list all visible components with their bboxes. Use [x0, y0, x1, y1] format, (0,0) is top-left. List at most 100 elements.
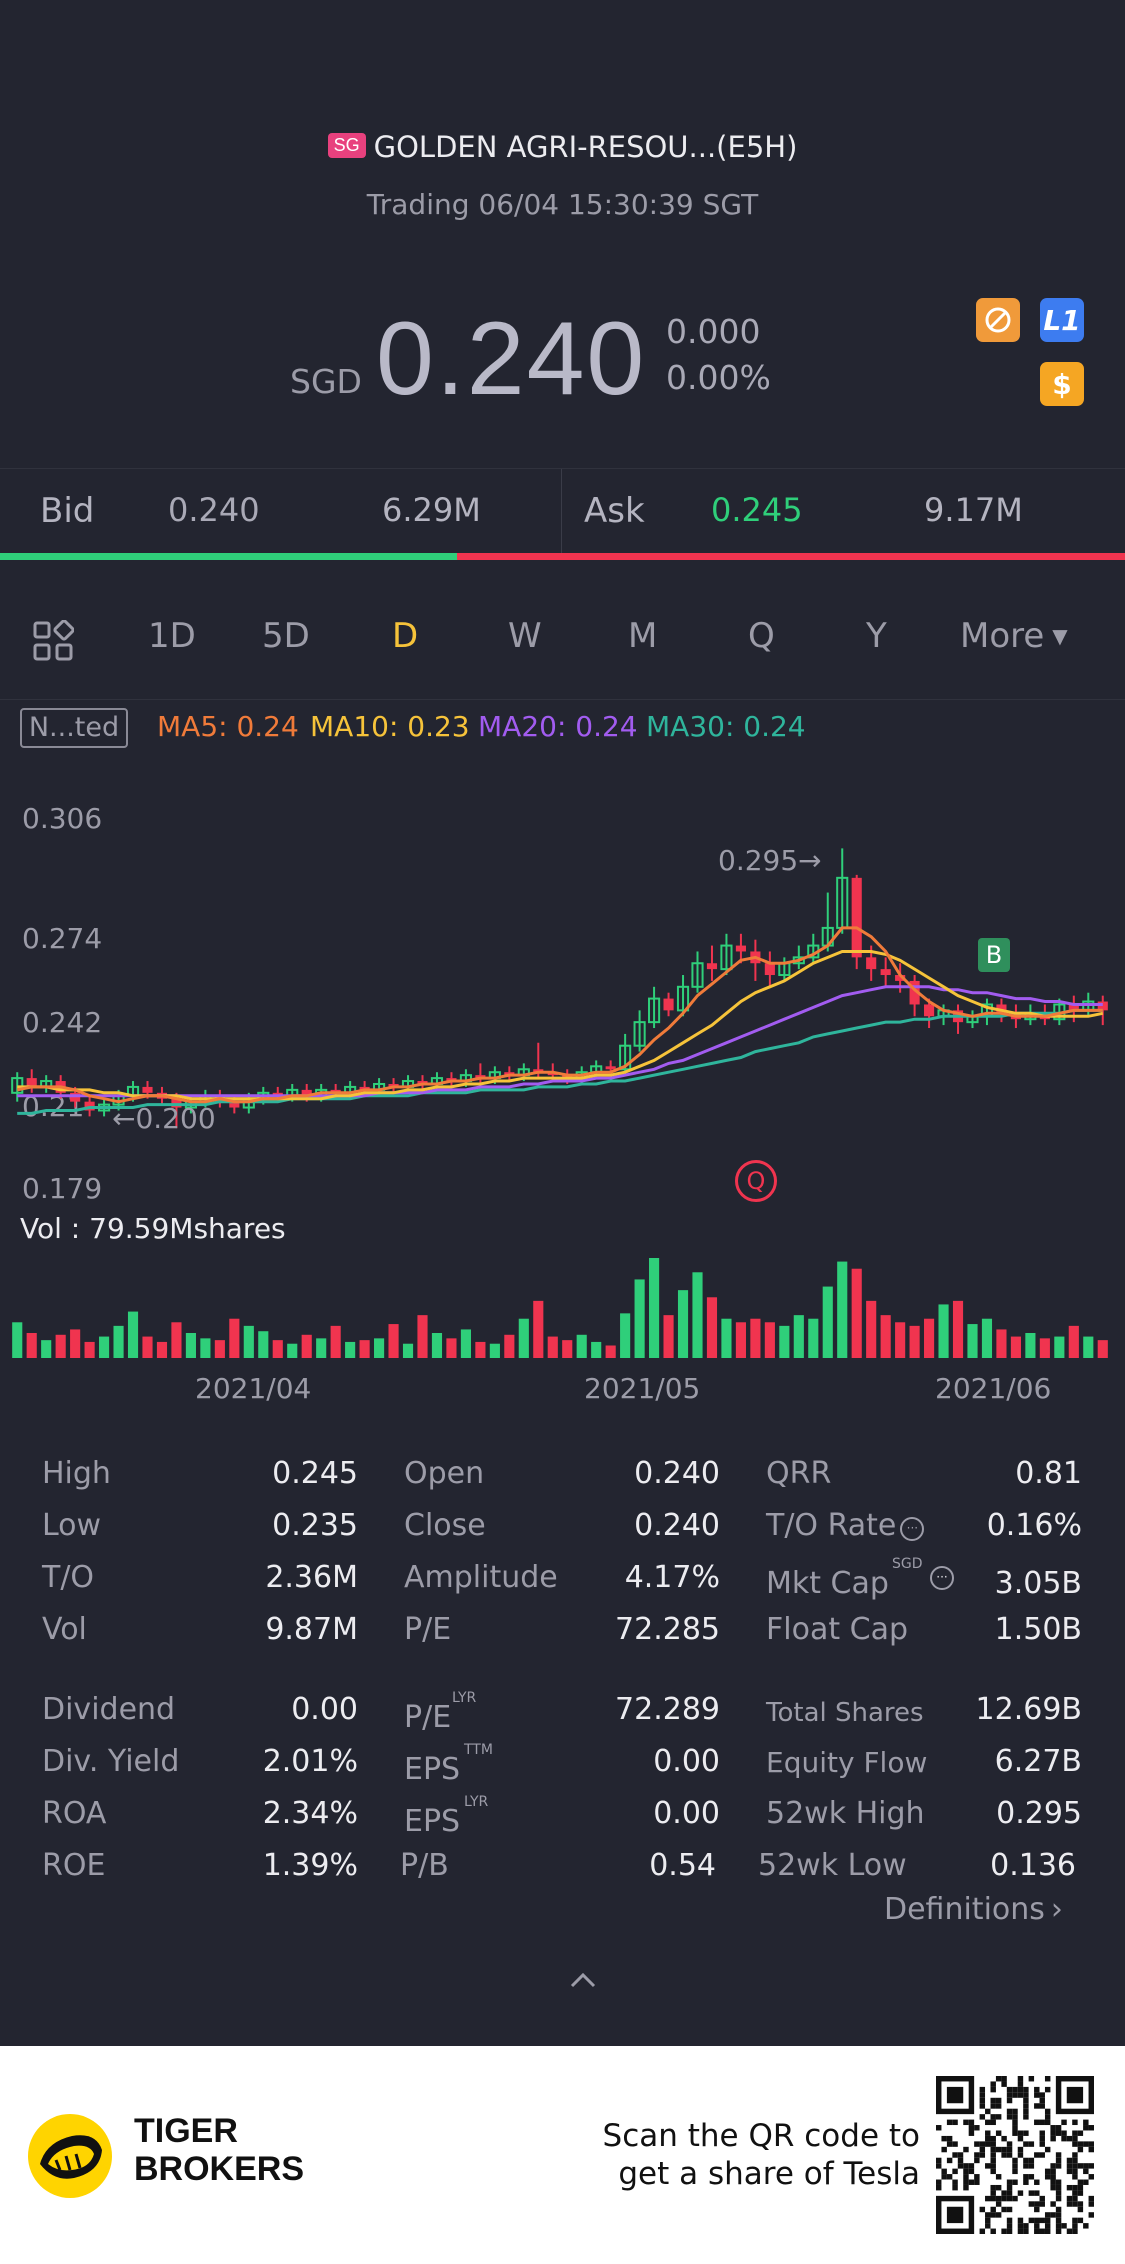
stat-value: 0.54 — [649, 1848, 716, 1883]
volume-bar — [880, 1315, 891, 1358]
volume-bar — [26, 1333, 37, 1358]
stat-value: 0.00 — [291, 1692, 358, 1727]
x-tick-label: 2021/05 — [584, 1372, 701, 1405]
volume-bar — [258, 1331, 269, 1358]
tab-more[interactable]: More ▼ — [960, 616, 1068, 656]
volume-bar — [677, 1290, 689, 1358]
more-label: More — [960, 616, 1045, 656]
stat-label: EPS — [404, 1804, 461, 1839]
adjust-toggle[interactable]: N...ted — [20, 708, 128, 748]
volume-bar — [272, 1340, 283, 1358]
dollar-icon[interactable]: $ — [1040, 362, 1084, 406]
candle-body — [633, 1021, 646, 1047]
volume-bar — [620, 1313, 631, 1358]
tab-m[interactable]: M — [628, 616, 658, 656]
y-tick-label: 0.242 — [22, 1006, 103, 1039]
info-icon[interactable]: ··· — [900, 1517, 925, 1541]
tab-y[interactable]: Y — [866, 616, 887, 656]
price-change: 0.000 — [666, 312, 761, 351]
no-short-icon[interactable] — [976, 298, 1020, 342]
volume-bar — [359, 1340, 370, 1358]
buy-marker[interactable]: B — [978, 938, 1010, 972]
high-marker-value: 0.295 — [718, 844, 799, 877]
volume-bar — [576, 1334, 587, 1358]
volume-bar — [171, 1322, 182, 1358]
ma10-line — [17, 950, 1104, 1101]
stat-value: 0.235 — [272, 1508, 358, 1543]
stat-label: Open — [404, 1456, 485, 1491]
stat-label: Close — [404, 1508, 486, 1543]
volume-bar — [591, 1341, 602, 1358]
stat-label: T/O — [42, 1560, 95, 1595]
stat-value: 0.245 — [272, 1456, 358, 1491]
stat-value: 3.05B — [994, 1566, 1082, 1601]
brand-name-line2: BROKERS — [134, 2150, 305, 2188]
volume-bar — [518, 1318, 529, 1358]
bid-ask-divider — [561, 469, 562, 557]
volume-bar — [1097, 1340, 1108, 1358]
candle-body — [880, 969, 891, 976]
trading-status: Trading 06/04 15:30:39 SGT — [366, 188, 759, 221]
stat-value: 0.00 — [653, 1744, 720, 1779]
ask-size: 9.17M — [924, 491, 1023, 529]
volume-bar — [562, 1340, 573, 1358]
bid-price: 0.240 — [168, 491, 260, 529]
market-badge: SG — [327, 133, 366, 158]
info-icon[interactable]: ··· — [930, 1566, 954, 1590]
volume-plot — [12, 1258, 1108, 1358]
candle-body — [648, 997, 661, 1024]
candle-body — [229, 1101, 240, 1108]
volume-bar — [1025, 1333, 1036, 1358]
tab-1d[interactable]: 1D — [148, 616, 196, 656]
low-marker: ←0.200 — [112, 1102, 216, 1135]
tab-5d[interactable]: 5D — [262, 616, 310, 656]
stat-sup: LYR — [464, 1794, 489, 1810]
volume-bar — [99, 1336, 110, 1358]
stat-label: Total Shares — [766, 1698, 924, 1728]
stat-value: 12.69B — [975, 1692, 1082, 1727]
volume-bar — [663, 1315, 674, 1358]
volume-bar — [489, 1343, 500, 1358]
volume-bar — [504, 1334, 515, 1358]
volume-bar — [764, 1322, 775, 1358]
stat-value: 2.36M — [265, 1560, 358, 1595]
volume-bar — [475, 1341, 486, 1358]
stat-sup: TTM — [464, 1742, 493, 1758]
bid-ask-panel[interactable]: Bid 0.240 6.29M Ask 0.245 9.17M — [0, 468, 1125, 558]
tab-w[interactable]: W — [508, 616, 542, 656]
volume-bar — [605, 1345, 616, 1358]
stat-label: Low — [42, 1508, 102, 1543]
stat-value: 4.17% — [624, 1560, 720, 1595]
candle-body — [619, 1044, 632, 1071]
kline-chart[interactable]: 0.306 0.274 0.242 0.21 0.179 0.295→ ←0.2… — [0, 780, 1125, 1420]
volume-bar — [692, 1272, 703, 1358]
volume-bar — [330, 1325, 341, 1358]
quarter-marker[interactable]: Q — [735, 1160, 777, 1202]
definitions-link[interactable]: Definitions › — [884, 1892, 1063, 1927]
stat-value: 0.00 — [653, 1796, 720, 1831]
stat-value: 6.27B — [994, 1744, 1082, 1779]
volume-bar — [822, 1286, 833, 1358]
grid-icon[interactable] — [32, 619, 75, 666]
tab-q[interactable]: Q — [748, 616, 775, 656]
ask-label: Ask — [584, 491, 645, 531]
volume-bar — [243, 1325, 254, 1358]
volume-bar — [924, 1318, 935, 1358]
volume-bar — [866, 1300, 877, 1358]
stat-label-text: T/O Rate — [766, 1508, 897, 1543]
collapse-chevron-icon[interactable] — [568, 1970, 598, 1994]
volume-bar — [895, 1322, 906, 1358]
volume-bar — [533, 1300, 544, 1358]
volume-bar — [706, 1297, 718, 1358]
volume-bar — [402, 1343, 414, 1358]
tab-d[interactable]: D — [392, 616, 419, 656]
volume-bar — [808, 1318, 819, 1358]
ma5-label: MA5: 0.24 — [157, 710, 299, 743]
stock-title[interactable]: SG GOLDEN AGRI-RESOU...(E5H) — [0, 130, 1125, 164]
stat-label[interactable]: T/O Rate ··· — [766, 1508, 925, 1543]
volume-bar — [649, 1258, 660, 1358]
l1-icon[interactable]: L1 — [1040, 298, 1084, 342]
stat-label: 52wk High — [766, 1796, 925, 1831]
candle-body — [272, 1092, 283, 1096]
volume-label: Vol : 79.59Mshares — [20, 1212, 286, 1245]
